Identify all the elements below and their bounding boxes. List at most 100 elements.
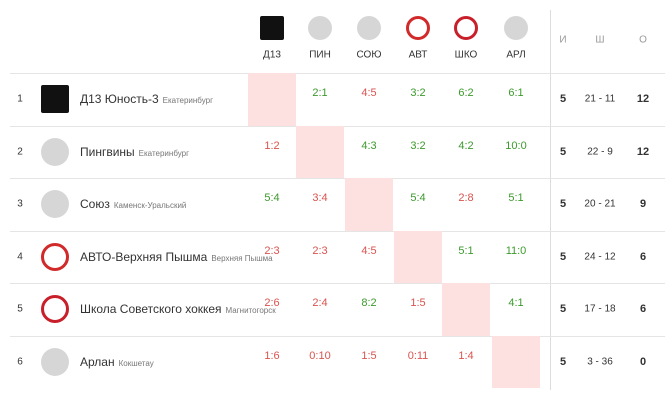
team-logo <box>454 16 478 40</box>
goals: 21 - 11 <box>584 93 616 105</box>
team-name: АВТО-Верхняя Пышма Верхняя Пышма <box>80 248 273 266</box>
team-logo <box>260 16 284 40</box>
team-name: Арлан Кокшетау <box>80 353 154 371</box>
team-city: Екатеринбург <box>162 96 213 106</box>
score: 1:5 <box>361 349 377 362</box>
goals: 24 - 12 <box>584 251 616 263</box>
points: 6 <box>639 250 647 263</box>
team-name: Д13 Юность-3 Екатеринбург <box>80 90 213 108</box>
score: 4:3 <box>361 139 377 152</box>
score: 2:8 <box>458 192 474 204</box>
column-header: ПИН <box>309 49 331 61</box>
score: 3:2 <box>410 139 426 152</box>
team-logo <box>41 347 69 376</box>
row-border <box>10 335 665 337</box>
score: 3:4 <box>312 192 328 204</box>
score: 8:2 <box>361 297 377 309</box>
games: 5 <box>559 250 567 263</box>
rank: 3 <box>17 198 23 210</box>
score: 2:4 <box>312 297 328 309</box>
rank: 4 <box>17 251 23 263</box>
points: 6 <box>639 303 647 316</box>
score: 5:4 <box>264 192 280 204</box>
diagonal-cell <box>296 125 344 178</box>
points: 9 <box>639 198 647 211</box>
team-name-text: Союз <box>80 197 110 212</box>
stat-header: Ш <box>595 34 605 46</box>
games: 5 <box>559 355 567 368</box>
team-city: Екатеринбург <box>138 148 189 158</box>
goals: 17 - 18 <box>584 303 616 315</box>
stat-header: О <box>639 34 647 46</box>
team-city: Верхняя Пышма <box>211 253 273 263</box>
games: 5 <box>559 303 567 316</box>
diagonal-cell <box>345 178 393 231</box>
team-logo <box>41 85 69 114</box>
team-city: Магнитогорск <box>225 306 276 316</box>
goals: 3 - 36 <box>587 356 613 368</box>
score: 2:6 <box>264 297 280 309</box>
team-logo <box>41 137 69 166</box>
team-city: Каменск-Уральский <box>113 201 187 211</box>
score: 11:0 <box>505 244 527 257</box>
games: 5 <box>559 198 567 211</box>
row-border <box>10 178 665 179</box>
divider <box>550 10 551 390</box>
team-name: Пингвины Екатеринбург <box>80 143 189 161</box>
rank: 5 <box>17 303 23 315</box>
score: 0:10 <box>309 349 331 362</box>
team-logo <box>357 16 381 40</box>
points: 0 <box>639 355 647 368</box>
score: 4:2 <box>458 139 474 152</box>
games: 5 <box>559 145 567 158</box>
team-logo <box>41 295 69 324</box>
diagonal-cell <box>248 73 296 126</box>
team-city: Кокшетау <box>118 358 154 368</box>
diagonal-cell <box>442 283 490 336</box>
score: 4:1 <box>508 297 524 309</box>
score: 5:1 <box>458 244 474 257</box>
rank: 2 <box>17 146 23 158</box>
column-header: ШКО <box>454 49 478 61</box>
score: 10:0 <box>505 139 527 152</box>
goals: 22 - 9 <box>587 146 613 158</box>
team-name-text: Пингвины <box>80 144 135 159</box>
goals: 20 - 21 <box>584 198 616 210</box>
score: 1:4 <box>458 349 474 362</box>
score: 5:1 <box>508 192 524 204</box>
games: 5 <box>559 93 567 106</box>
column-header: СОЮ <box>356 49 382 61</box>
score: 1:2 <box>264 139 280 152</box>
score: 2:3 <box>312 244 328 257</box>
team-name-text: Школа Советского хоккея <box>80 302 222 317</box>
column-header: АРЛ <box>506 49 526 61</box>
row-border <box>10 283 665 284</box>
team-name-text: Д13 Юность-3 <box>80 92 159 107</box>
score: 6:2 <box>458 87 474 99</box>
team-logo <box>41 242 69 271</box>
score: 3:2 <box>410 87 426 99</box>
score: 1:6 <box>264 349 280 362</box>
points: 12 <box>636 145 650 158</box>
team-name: Союз Каменск-Уральский <box>80 195 186 213</box>
row-border <box>10 73 665 74</box>
points: 12 <box>636 93 650 106</box>
diagonal-cell <box>492 335 540 388</box>
score: 4:5 <box>361 244 377 257</box>
team-name-text: АВТО-Верхняя Пышма <box>80 249 208 264</box>
column-header: Д13 <box>263 49 281 61</box>
team-logo <box>308 16 332 40</box>
score: 4:5 <box>361 87 377 99</box>
score: 2:3 <box>264 244 280 257</box>
team-name-text: Арлан <box>80 354 115 369</box>
score: 2:1 <box>312 87 328 99</box>
column-header: АВТ <box>408 49 428 61</box>
diagonal-cell <box>394 230 442 283</box>
score: 6:1 <box>508 87 524 99</box>
rank: 1 <box>17 93 23 105</box>
score: 5:4 <box>410 192 426 204</box>
team-name: Школа Советского хоккея Магнитогорск <box>80 300 276 318</box>
score: 1:5 <box>410 297 426 309</box>
team-logo <box>406 16 430 40</box>
